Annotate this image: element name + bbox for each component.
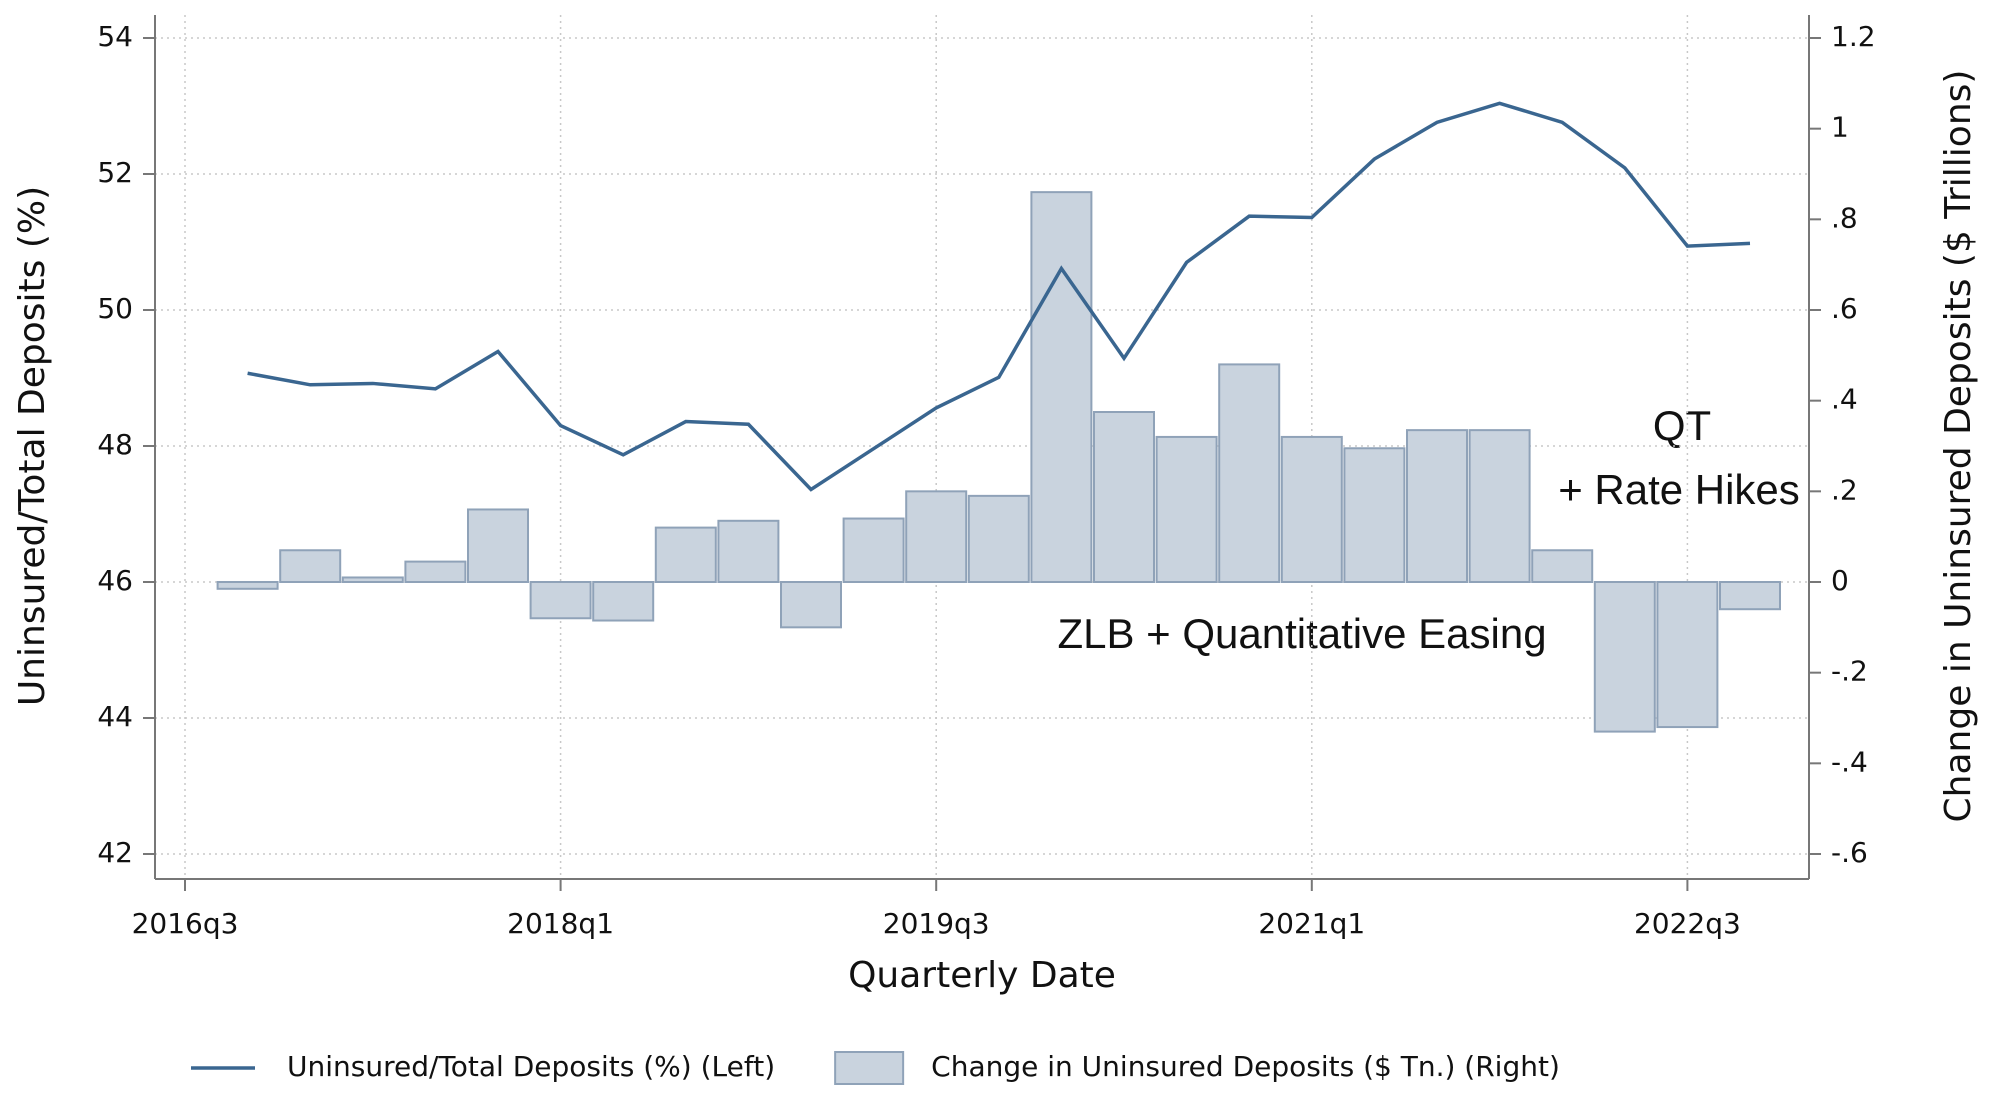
bar (1218, 363, 1281, 583)
y-axis-title: Uninsured/Total Deposits (%) (12, 186, 53, 706)
y2-tick-label: .6 (1831, 292, 1858, 325)
y2-tick-label: .8 (1831, 201, 1858, 234)
bar (1656, 581, 1719, 729)
bar (279, 549, 342, 583)
annotation: + Rate Hikes (1558, 466, 1800, 513)
x-axis-title: Quarterly Date (848, 955, 1116, 996)
bar (905, 490, 968, 584)
y-tick-label: 46 (97, 564, 133, 597)
bar (1093, 411, 1155, 583)
y-tick-label: 54 (97, 20, 133, 53)
line (247, 101, 1751, 492)
bar (592, 581, 655, 622)
y2-tick-label: -.6 (1831, 836, 1868, 869)
legend-label: Change in Uninsured Deposits ($ Tn.) (Ri… (931, 1050, 1560, 1083)
bar (216, 581, 279, 590)
y-tick-label: 48 (97, 428, 133, 461)
y2-tick-label: .4 (1831, 383, 1858, 416)
bar (967, 494, 1030, 583)
y2-tick-label: -.4 (1831, 745, 1868, 778)
bar (1343, 447, 1406, 583)
legend-swatch (834, 1051, 905, 1085)
bar (842, 517, 905, 583)
bar (1155, 435, 1218, 583)
bar (1719, 581, 1781, 611)
bar (529, 581, 592, 620)
y-tick-label: 42 (97, 836, 133, 869)
annotation: ZLB + Quantitative Easing (1057, 610, 1546, 657)
x-tick-label: 2019q3 (883, 907, 990, 940)
legend-label: Uninsured/Total Deposits (%) (Left) (287, 1050, 775, 1083)
y2-tick-label: 1.2 (1831, 20, 1876, 53)
x-tick-label: 2018q1 (507, 907, 614, 940)
y2-tick-label: .2 (1831, 473, 1858, 506)
y2-axis-title: Change in Uninsured Deposits ($ Trillion… (1938, 70, 1979, 823)
bar (1406, 429, 1468, 583)
bar (1030, 191, 1093, 583)
x-tick-label: 2016q3 (132, 907, 239, 940)
bar (780, 581, 842, 629)
bar (404, 560, 467, 583)
bar (1531, 549, 1594, 583)
bar (1593, 581, 1656, 733)
y-tick-label: 52 (97, 156, 133, 189)
y-tick-label: 44 (97, 700, 133, 733)
bar (467, 508, 529, 584)
y-tick-label: 50 (97, 292, 133, 325)
x-tick-label: 2021q1 (1258, 907, 1365, 940)
y2-tick-label: -.2 (1831, 655, 1868, 688)
bar (1468, 429, 1531, 583)
bar (341, 576, 404, 584)
y2-tick-label: 1 (1831, 111, 1849, 144)
x-tick-label: 2022q3 (1634, 907, 1741, 940)
y2-tick-label: 0 (1831, 564, 1849, 597)
bar (717, 519, 780, 583)
bar (1280, 435, 1343, 583)
annotation: QT (1653, 402, 1711, 449)
bar (654, 526, 717, 583)
